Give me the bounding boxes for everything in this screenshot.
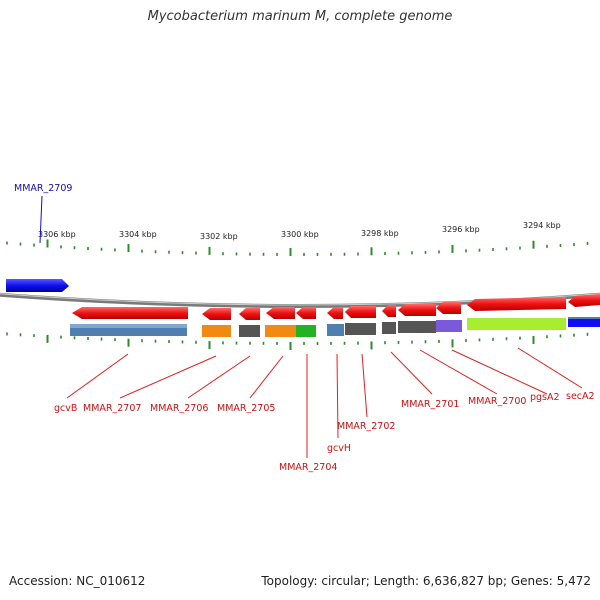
gene-labels: gcvB MMAR_2707 MMAR_2706 MMAR_2705 MMAR_… bbox=[54, 391, 595, 473]
tick-label-3294: 3294 kbp bbox=[523, 221, 561, 230]
map-title: Mycobacterium marinum M, complete genome bbox=[147, 9, 453, 24]
forward-gene-label: MMAR_2709 bbox=[14, 183, 72, 194]
tick-label-3298: 3298 kbp bbox=[361, 229, 399, 238]
upper-tick-scale bbox=[6, 239, 589, 256]
gene-label-pgsa2: pgsA2 bbox=[530, 392, 560, 403]
gene-label-mmar-2701: MMAR_2701 bbox=[401, 399, 459, 410]
topology-text: Topology: circular; Length: 6,636,827 bp… bbox=[261, 574, 591, 588]
forward-gene-mmar-2709 bbox=[6, 279, 69, 292]
gene-label-mmar-2700: MMAR_2700 bbox=[468, 396, 526, 407]
gene-label-mmar-2706: MMAR_2706 bbox=[150, 403, 208, 414]
gene-label-seca2: secA2 bbox=[566, 391, 595, 402]
gene-label-mmar-2705: MMAR_2705 bbox=[217, 403, 275, 414]
tick-label-3296: 3296 kbp bbox=[442, 225, 480, 234]
forward-gene-label-line bbox=[39, 195, 43, 244]
gene-label-mmar-2704: MMAR_2704 bbox=[279, 462, 337, 473]
tick-label-3300: 3300 kbp bbox=[281, 230, 319, 239]
gene-label-mmar-2702: MMAR_2702 bbox=[337, 421, 395, 432]
reverse-strand-genes bbox=[72, 294, 600, 320]
gene-label-lines bbox=[66, 347, 583, 458]
tick-label-3302: 3302 kbp bbox=[200, 232, 238, 241]
gene-label-gcvh: gcvH bbox=[327, 443, 351, 454]
tick-labels: 3306 kbp 3304 kbp 3302 kbp 3300 kbp 3298… bbox=[38, 221, 561, 241]
tick-label-3304: 3304 kbp bbox=[119, 230, 157, 239]
gene-label-gcvb: gcvB bbox=[54, 403, 77, 414]
lower-tick-scale bbox=[6, 332, 589, 350]
tick-label-3306: 3306 kbp bbox=[38, 230, 76, 239]
cog-category-row bbox=[70, 317, 600, 337]
gene-label-mmar-2707: MMAR_2707 bbox=[83, 403, 141, 414]
accession-text: Accession: NC_010612 bbox=[9, 574, 146, 588]
